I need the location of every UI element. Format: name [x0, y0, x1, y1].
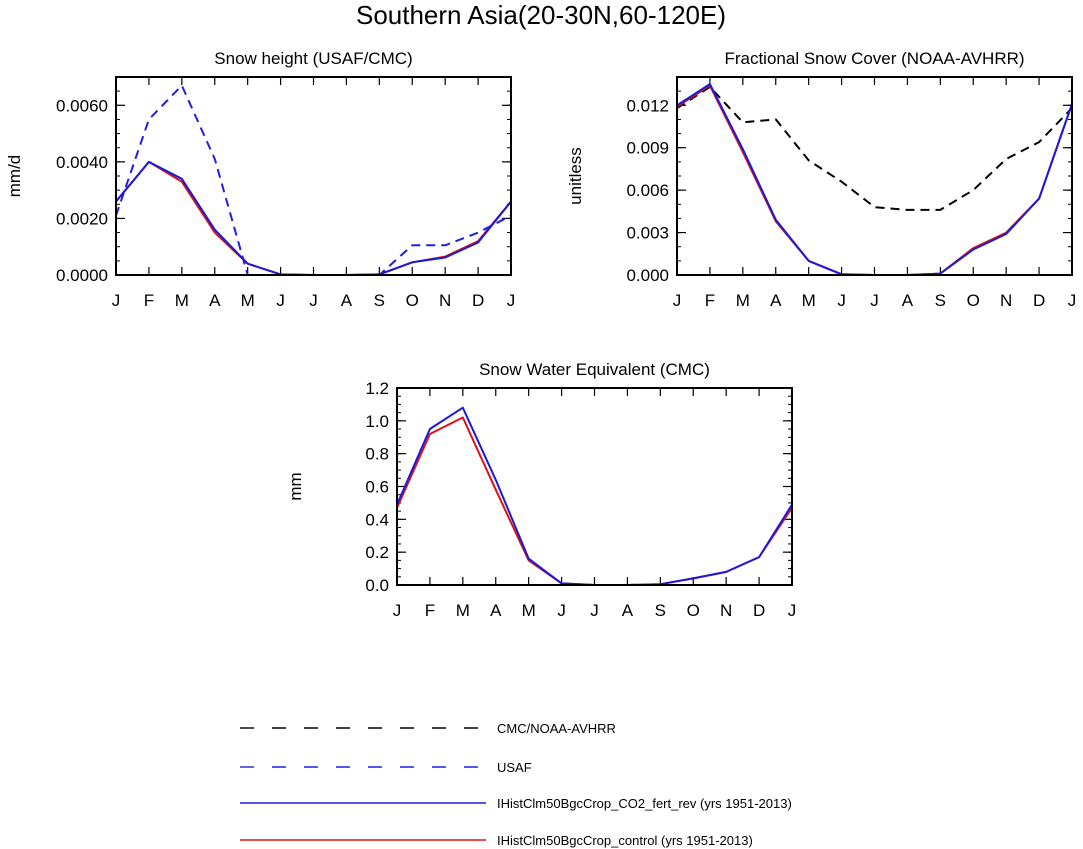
- y-tick-label: 0.0060: [56, 96, 108, 115]
- legend-label: USAF: [497, 760, 532, 775]
- x-tick-label: M: [241, 291, 255, 310]
- y-tick-label: 0.0: [365, 576, 389, 595]
- plot-frame: [676, 76, 1073, 276]
- y-tick-label: 0.6: [365, 478, 389, 497]
- snow-water-equivalent-panel: Snow Water Equivalent (CMC) mm 0.0 0.2 0.4 0.…: [286, 360, 796, 620]
- x-tick-label: M: [802, 291, 816, 310]
- panel-title: Fractional Snow Cover (NOAA-AVHRR): [724, 49, 1024, 68]
- x-tick-label: M: [456, 601, 470, 620]
- x-tick-label: J: [590, 601, 599, 620]
- x-tick-label: J: [276, 291, 285, 310]
- x-tick-label: J: [309, 291, 318, 310]
- plot-frame: [115, 76, 512, 276]
- y-tick-label: 0.012: [626, 96, 669, 115]
- x-tick-label: J: [112, 291, 121, 310]
- series-line: [115, 84, 512, 276]
- series-line: [396, 416, 793, 586]
- y-tick-label: 0.2: [365, 543, 389, 562]
- x-tick-label: M: [175, 291, 189, 310]
- panel-title: Snow Water Equivalent (CMC): [479, 360, 710, 379]
- x-tick-label: D: [753, 601, 765, 620]
- series-line: [676, 85, 1073, 211]
- x-tick-label: F: [144, 291, 154, 310]
- y-tick-label: 0.000: [626, 266, 669, 285]
- y-tick-label: 0.0020: [56, 209, 108, 228]
- y-axis-label: mm: [286, 472, 305, 500]
- x-tick-label: A: [341, 291, 353, 310]
- y-tick-label: 0.8: [365, 445, 389, 464]
- x-tick-label: J: [1068, 291, 1077, 310]
- legend-label: IHistClm50BgcCrop_CO2_fert_rev (yrs 1951…: [497, 796, 792, 811]
- x-tick-label: A: [770, 291, 782, 310]
- x-tick-label: A: [209, 291, 221, 310]
- x-tick-label: S: [935, 291, 946, 310]
- y-tick-label: 1.2: [365, 379, 389, 398]
- x-tick-label: J: [837, 291, 846, 310]
- x-tick-label: O: [406, 291, 419, 310]
- x-tick-label: J: [393, 601, 402, 620]
- x-tick-label: A: [622, 601, 634, 620]
- x-tick-label: F: [705, 291, 715, 310]
- x-tick-label: D: [1033, 291, 1045, 310]
- x-tick-label: J: [673, 291, 682, 310]
- series-line: [396, 406, 793, 586]
- y-tick-label: 0.0000: [56, 266, 108, 285]
- x-tick-label: M: [736, 291, 750, 310]
- panel-title: Snow height (USAF/CMC): [214, 49, 412, 68]
- x-tick-label: D: [472, 291, 484, 310]
- x-tick-label: N: [1000, 291, 1012, 310]
- figure-title: Southern Asia(20-30N,60-120E): [356, 0, 726, 30]
- x-tick-label: J: [507, 291, 516, 310]
- x-tick-label: A: [902, 291, 914, 310]
- plot-frame: [396, 387, 793, 586]
- x-tick-label: N: [439, 291, 451, 310]
- legend-label: IHistClm50BgcCrop_control (yrs 1951-2013…: [497, 833, 753, 848]
- series-line: [676, 83, 1073, 276]
- x-tick-label: S: [655, 601, 666, 620]
- x-tick-label: M: [522, 601, 536, 620]
- y-axis-label: mm/d: [5, 155, 24, 198]
- x-tick-label: O: [687, 601, 700, 620]
- x-tick-label: F: [425, 601, 435, 620]
- x-tick-label: J: [557, 601, 566, 620]
- y-tick-label: 0.009: [626, 139, 669, 158]
- series-line: [115, 160, 512, 276]
- y-tick-label: 0.006: [626, 181, 669, 200]
- legend: CMC/NOAA-AVHRR USAF IHistClm50BgcCrop_CO2_…: [240, 721, 792, 848]
- x-tick-label: S: [374, 291, 385, 310]
- legend-label: CMC/NOAA-AVHRR: [497, 721, 616, 736]
- y-axis-label: unitless: [566, 147, 585, 205]
- y-tick-label: 0.4: [365, 510, 389, 529]
- y-tick-label: 0.003: [626, 224, 669, 243]
- snow-height-panel: Snow height (USAF/CMC) mm/d 0.0000 0.0020 0.…: [5, 49, 515, 310]
- x-tick-label: J: [870, 291, 879, 310]
- x-tick-label: O: [967, 291, 980, 310]
- fractional-snow-cover-panel: Fractional Snow Cover (NOAA-AVHRR) unitle…: [566, 49, 1076, 310]
- x-tick-label: N: [720, 601, 732, 620]
- y-tick-label: 1.0: [365, 412, 389, 431]
- x-tick-label: A: [490, 601, 502, 620]
- y-tick-label: 0.0040: [56, 153, 108, 172]
- x-tick-label: J: [788, 601, 797, 620]
